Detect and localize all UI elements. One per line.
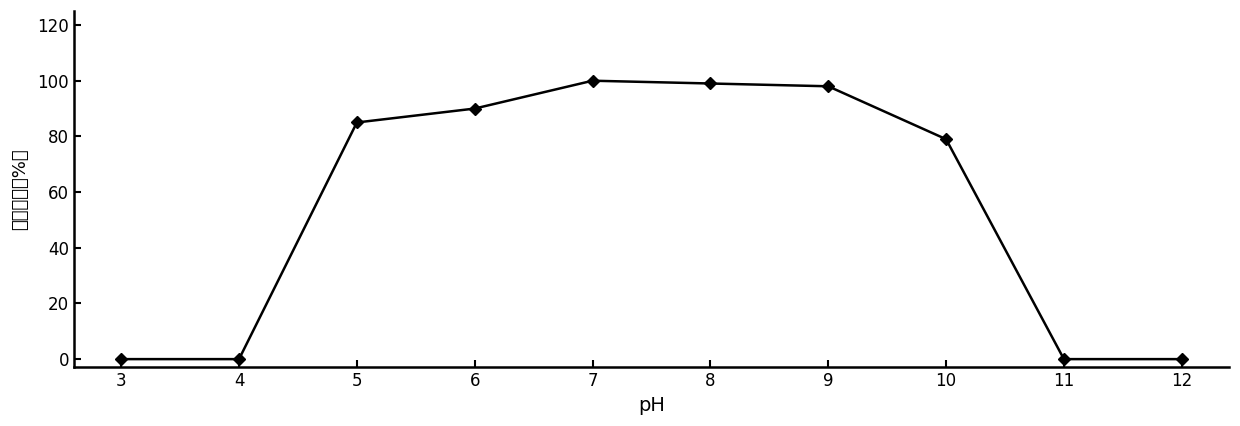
Y-axis label: 相对酶活（%）: 相对酶活（%） <box>11 149 29 230</box>
X-axis label: pH: pH <box>639 396 665 415</box>
